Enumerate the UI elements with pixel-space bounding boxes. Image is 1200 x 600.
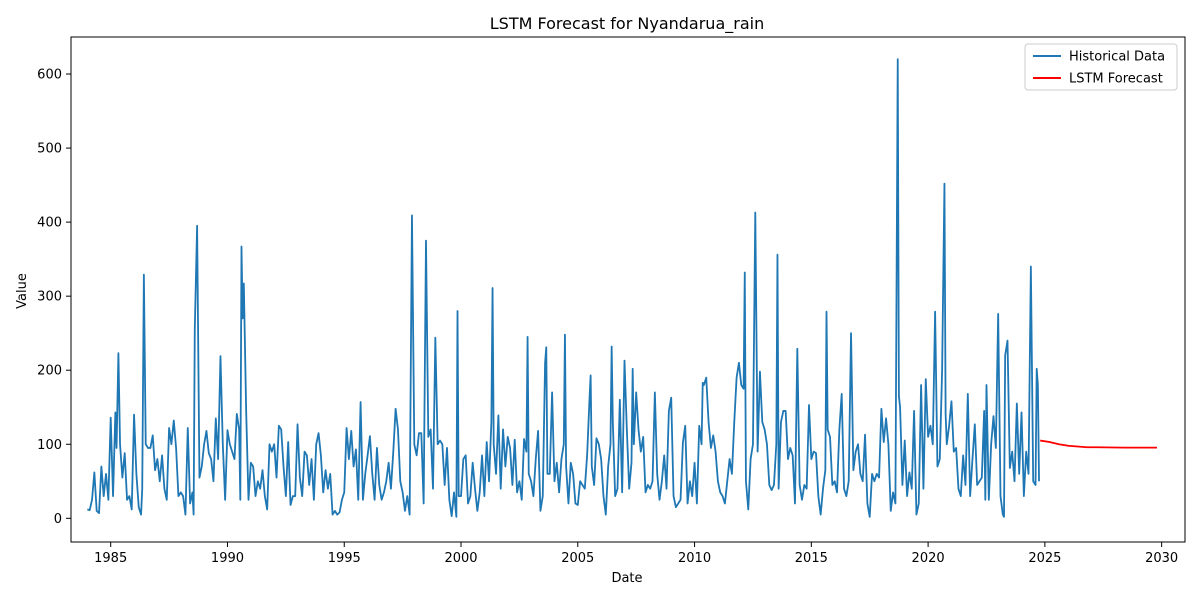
series-line-lstm-forecast [1040, 439, 1157, 449]
chart-title: LSTM Forecast for Nyandarua_rain [490, 14, 764, 34]
series-line-historical-data [87, 58, 1040, 518]
legend: Historical Data LSTM Forecast [1024, 43, 1178, 91]
x-tick-label: 2015 [795, 551, 828, 566]
y-tick-label: 200 [37, 364, 62, 379]
x-axis-title: Date [611, 571, 642, 586]
x-tick-label: 1990 [211, 551, 244, 566]
x-tick-label: 2020 [912, 551, 945, 566]
x-tick-label: 2010 [678, 551, 711, 566]
x-tick-label: 1995 [328, 551, 361, 566]
x-tick-label: 1985 [94, 551, 127, 566]
legend-label-lstm-forecast: LSTM Forecast [1069, 72, 1163, 87]
x-tick-label: 2030 [1145, 551, 1178, 566]
y-tick-label: 100 [37, 438, 62, 453]
y-tick-label: 0 [54, 512, 62, 527]
y-tick-label: 500 [37, 142, 62, 157]
x-tick-label: 2005 [561, 551, 594, 566]
legend-label-historical-data: Historical Data [1069, 50, 1165, 65]
legend-box [1024, 43, 1178, 91]
plot-frame [70, 36, 1186, 543]
y-tick-label: 600 [37, 68, 62, 83]
plot-area: 1985 1990 1995 2000 2005 2010 2015 2020 2025 2030… [37, 36, 1186, 566]
x-tick-label: 2000 [444, 551, 477, 566]
y-tick-label: 400 [37, 216, 62, 231]
x-tick-label: 2025 [1028, 551, 1061, 566]
y-axis-title: Value [15, 273, 30, 309]
y-tick-label: 300 [37, 290, 62, 305]
